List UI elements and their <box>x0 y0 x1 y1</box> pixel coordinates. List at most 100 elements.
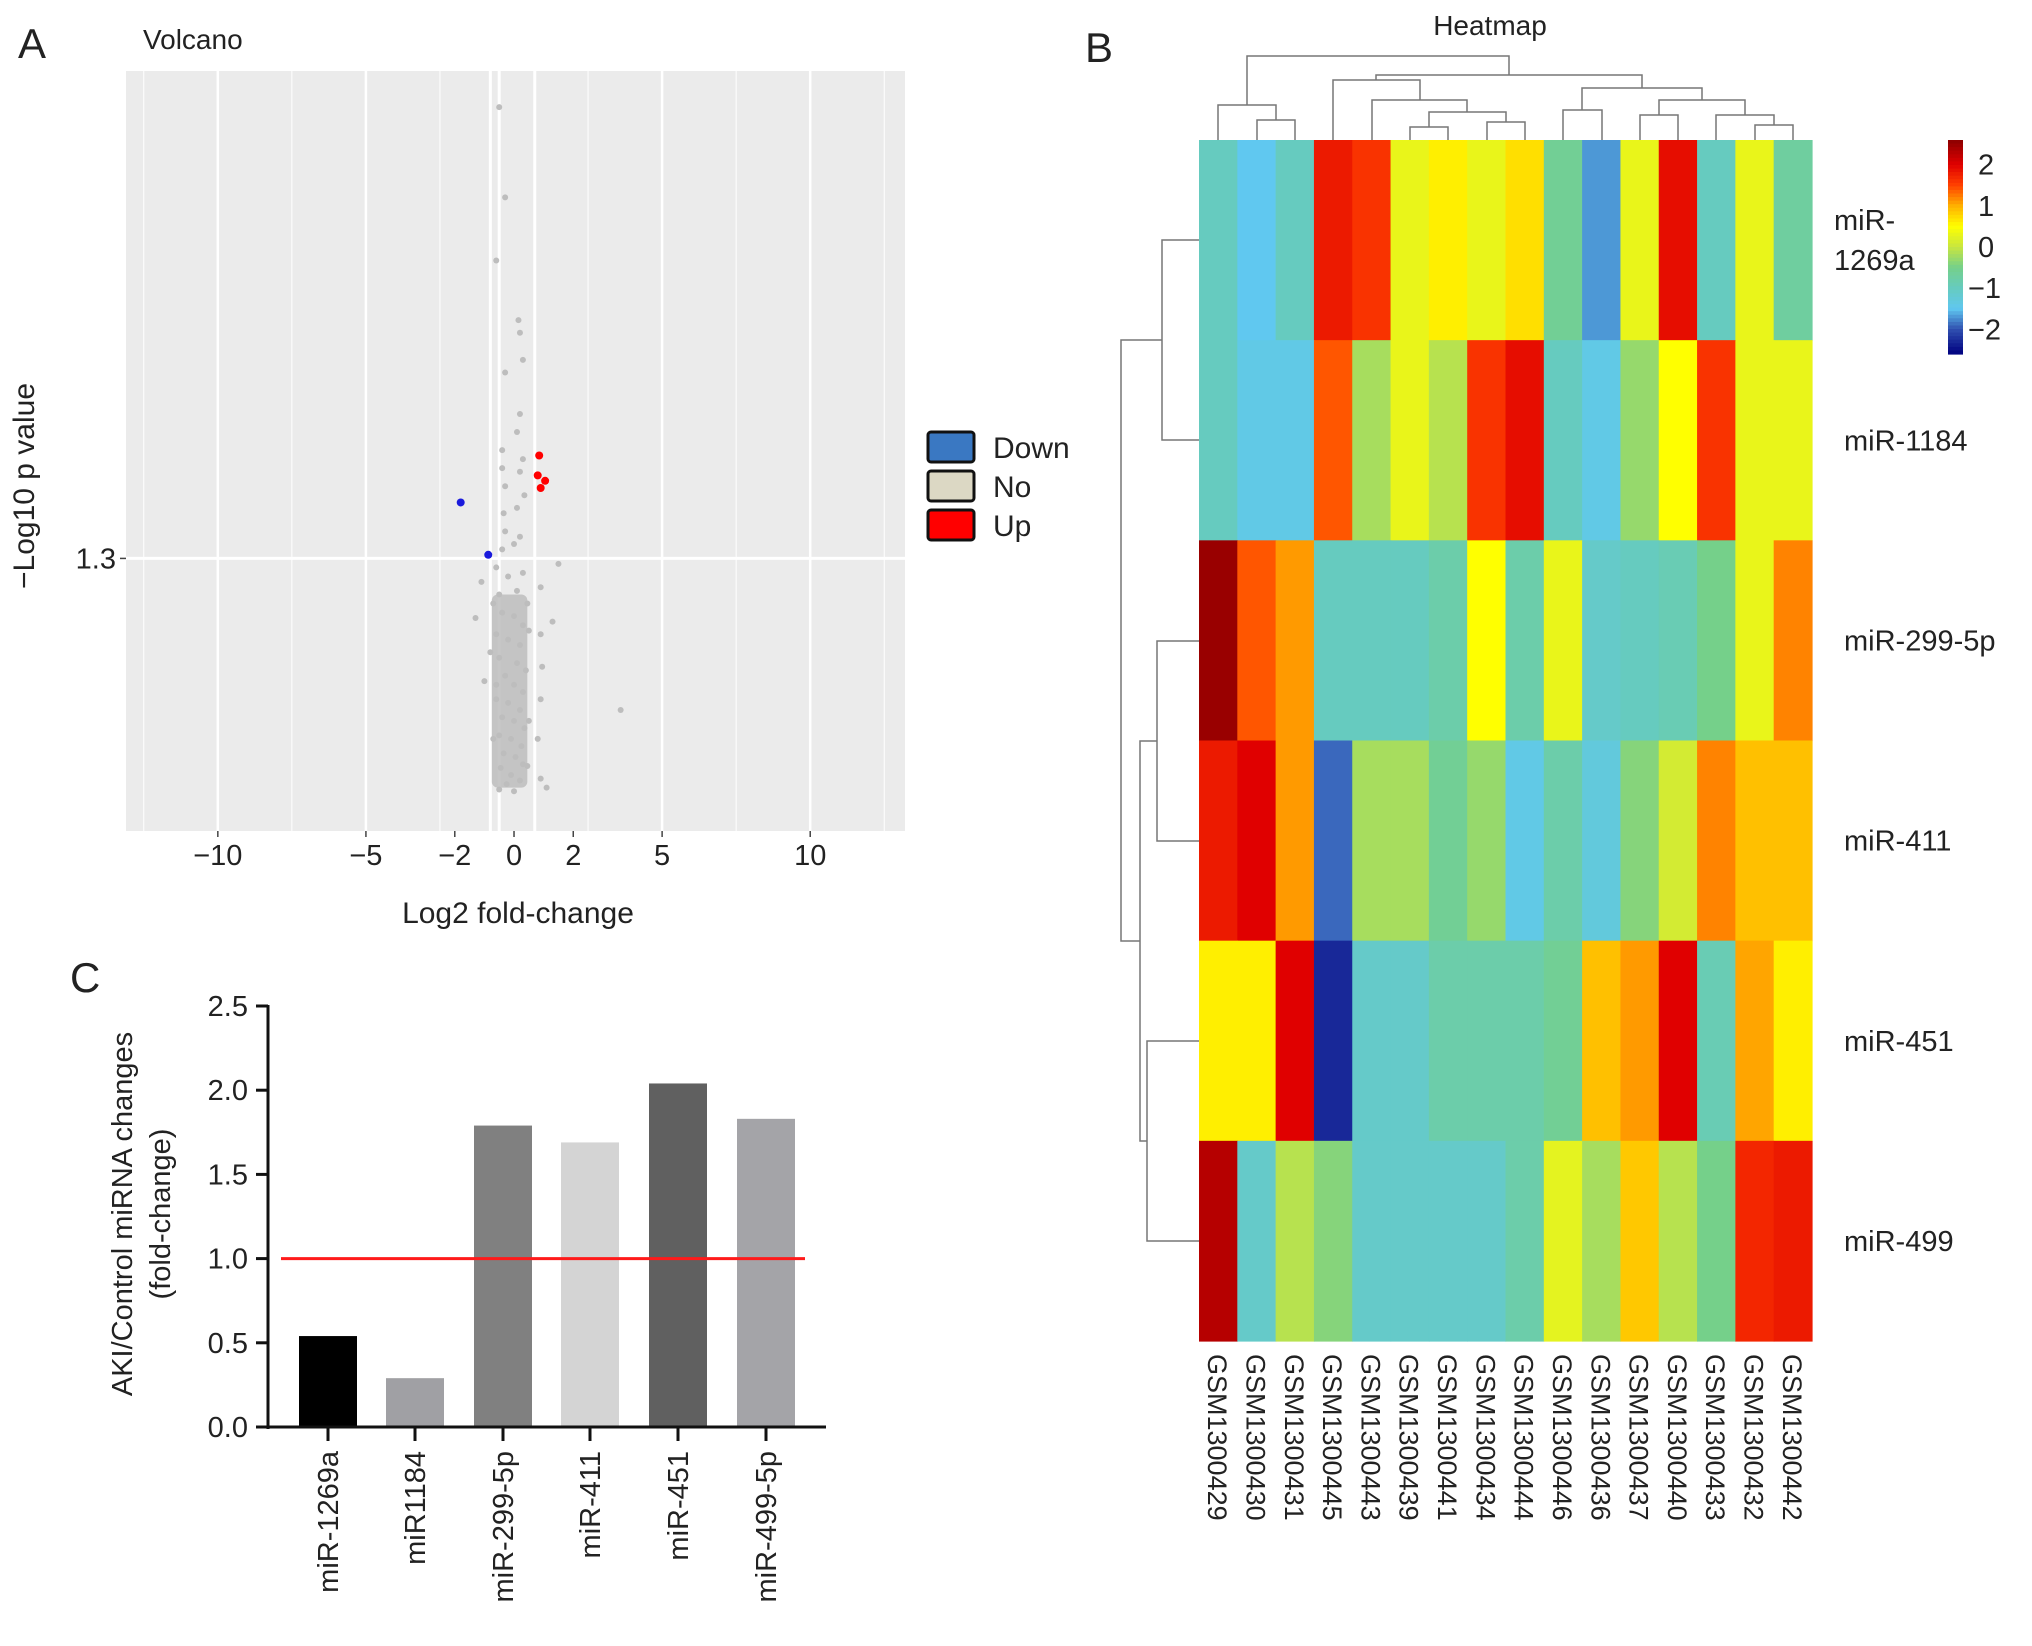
point-no <box>519 456 526 463</box>
heatmap-cell <box>1352 1140 1392 1342</box>
colorbar-segment <box>1948 214 1963 220</box>
panel-label-c: C <box>70 954 100 1001</box>
heatmap-cell <box>1735 940 1775 1142</box>
heatmap-cell <box>1352 540 1392 742</box>
heatmap-cell <box>1467 940 1507 1142</box>
legend-label-up: Up <box>993 510 1031 543</box>
point-no <box>496 104 503 111</box>
legend-label-down: Down <box>993 432 1070 465</box>
heatmap-cell <box>1467 740 1507 942</box>
heatmap-cell <box>1199 1140 1238 1342</box>
point-no <box>493 564 500 571</box>
colorbar-tick-label: −2 <box>1968 314 2001 346</box>
point-no <box>505 573 512 580</box>
heatmap-cell <box>1352 940 1392 1142</box>
point-no <box>516 410 523 417</box>
bar-miR-299-5p <box>474 1125 532 1427</box>
heatmap-cell <box>1658 940 1698 1142</box>
heatmap-cell <box>1697 1140 1736 1342</box>
bar-miR-411 <box>561 1142 619 1427</box>
colorbar-segment <box>1948 332 1963 337</box>
row-label: miR-451 <box>1844 1026 1954 1058</box>
point-no <box>496 786 503 793</box>
heatmap-cell <box>1275 740 1315 942</box>
heatmap-cell <box>1313 140 1353 341</box>
point-no <box>519 569 526 576</box>
colorbar-segment <box>1948 236 1963 241</box>
point-no <box>513 429 520 436</box>
colorbar-tick-label: 0 <box>1978 232 1994 264</box>
colorbar-segment <box>1948 296 1963 302</box>
row-dendrogram <box>1120 239 1199 1242</box>
column-label: GSM1300444 <box>1509 1354 1539 1521</box>
heatmap-cell <box>1467 1140 1507 1342</box>
y-tick-label: 2.0 <box>208 1075 248 1107</box>
x-tick-label: −10 <box>193 840 242 872</box>
bar-miR-499-5p <box>737 1118 795 1427</box>
point-no <box>519 356 526 363</box>
heatmap-cell <box>1735 540 1775 742</box>
y-tick-label: 0.5 <box>208 1328 248 1360</box>
colorbar-segment <box>1948 329 1963 334</box>
colorbar-segment <box>1948 254 1963 259</box>
heatmap-cell <box>1697 340 1736 541</box>
heatmap-cell <box>1505 940 1545 1142</box>
colorbar-segment <box>1948 250 1963 255</box>
column-label: GSM1300440 <box>1662 1354 1692 1521</box>
point-no <box>537 775 544 782</box>
point-no <box>511 788 518 795</box>
heatmap-cell <box>1582 540 1622 742</box>
volcano-plot: Volcano −10 −5 −2 0 2 5 10 1.3 Log2 fold-change… <box>8 24 1070 930</box>
point-no <box>513 587 520 594</box>
point-no <box>537 696 544 703</box>
bar-miR-1269a <box>299 1336 357 1427</box>
x-tick-label: 2 <box>565 840 581 872</box>
heatmap-cell <box>1313 940 1353 1142</box>
colorbar-tick-label: 1 <box>1978 191 1994 223</box>
column-label: GSM1300430 <box>1240 1354 1270 1521</box>
column-label: GSM1300442 <box>1777 1354 1807 1521</box>
colorbar-segment <box>1948 289 1963 294</box>
legend-label-no: No <box>993 471 1031 504</box>
heatmap-cell <box>1697 140 1736 341</box>
colorbar-segment <box>1948 257 1963 262</box>
heatmap-cell <box>1582 140 1622 341</box>
colorbar-segment <box>1948 275 1963 280</box>
heatmap-cell <box>1658 1140 1698 1342</box>
heatmap-cell <box>1199 940 1238 1142</box>
heatmap-cell <box>1773 940 1813 1142</box>
heatmap-cell <box>1505 740 1545 942</box>
heatmap-cell <box>1697 740 1736 942</box>
point-no <box>513 504 520 511</box>
x-tick-label: miR-499-5p <box>751 1451 783 1603</box>
column-label: GSM1300429 <box>1202 1354 1232 1521</box>
colorbar-segment <box>1948 339 1963 344</box>
heatmap-cell <box>1199 540 1238 742</box>
row-label-line: 1269a <box>1834 245 1916 277</box>
volcano-title: Volcano <box>143 24 243 55</box>
heatmap-cell <box>1390 940 1430 1142</box>
heatmap-cell <box>1390 740 1430 942</box>
colorbar-segment <box>1948 336 1963 341</box>
column-label: GSM1300434 <box>1470 1354 1500 1521</box>
bar-miR-451 <box>649 1083 707 1427</box>
colorbar-segment <box>1948 179 1963 184</box>
heatmap-cell <box>1773 140 1813 341</box>
colorbar-segment <box>1948 175 1963 180</box>
heatmap-cell <box>1352 340 1392 541</box>
row-label-line: miR- <box>1834 205 1895 237</box>
colorbar-segment <box>1948 282 1963 287</box>
heatmap-cell <box>1505 340 1545 541</box>
heatmap-cell <box>1467 340 1507 541</box>
column-label: GSM1300431 <box>1279 1354 1309 1521</box>
x-tick-label: miR-1269a <box>313 1450 345 1593</box>
heatmap-cell <box>1390 1140 1430 1342</box>
column-label: GSM1300436 <box>1585 1354 1615 1521</box>
point-no <box>502 369 509 376</box>
colorbar-segment <box>1948 247 1963 252</box>
heatmap-cell <box>1428 340 1468 541</box>
colorbar-segment <box>1948 211 1963 216</box>
point-no <box>499 465 506 472</box>
colorbar-segment <box>1948 147 1963 152</box>
heatmap-cell <box>1505 140 1545 341</box>
